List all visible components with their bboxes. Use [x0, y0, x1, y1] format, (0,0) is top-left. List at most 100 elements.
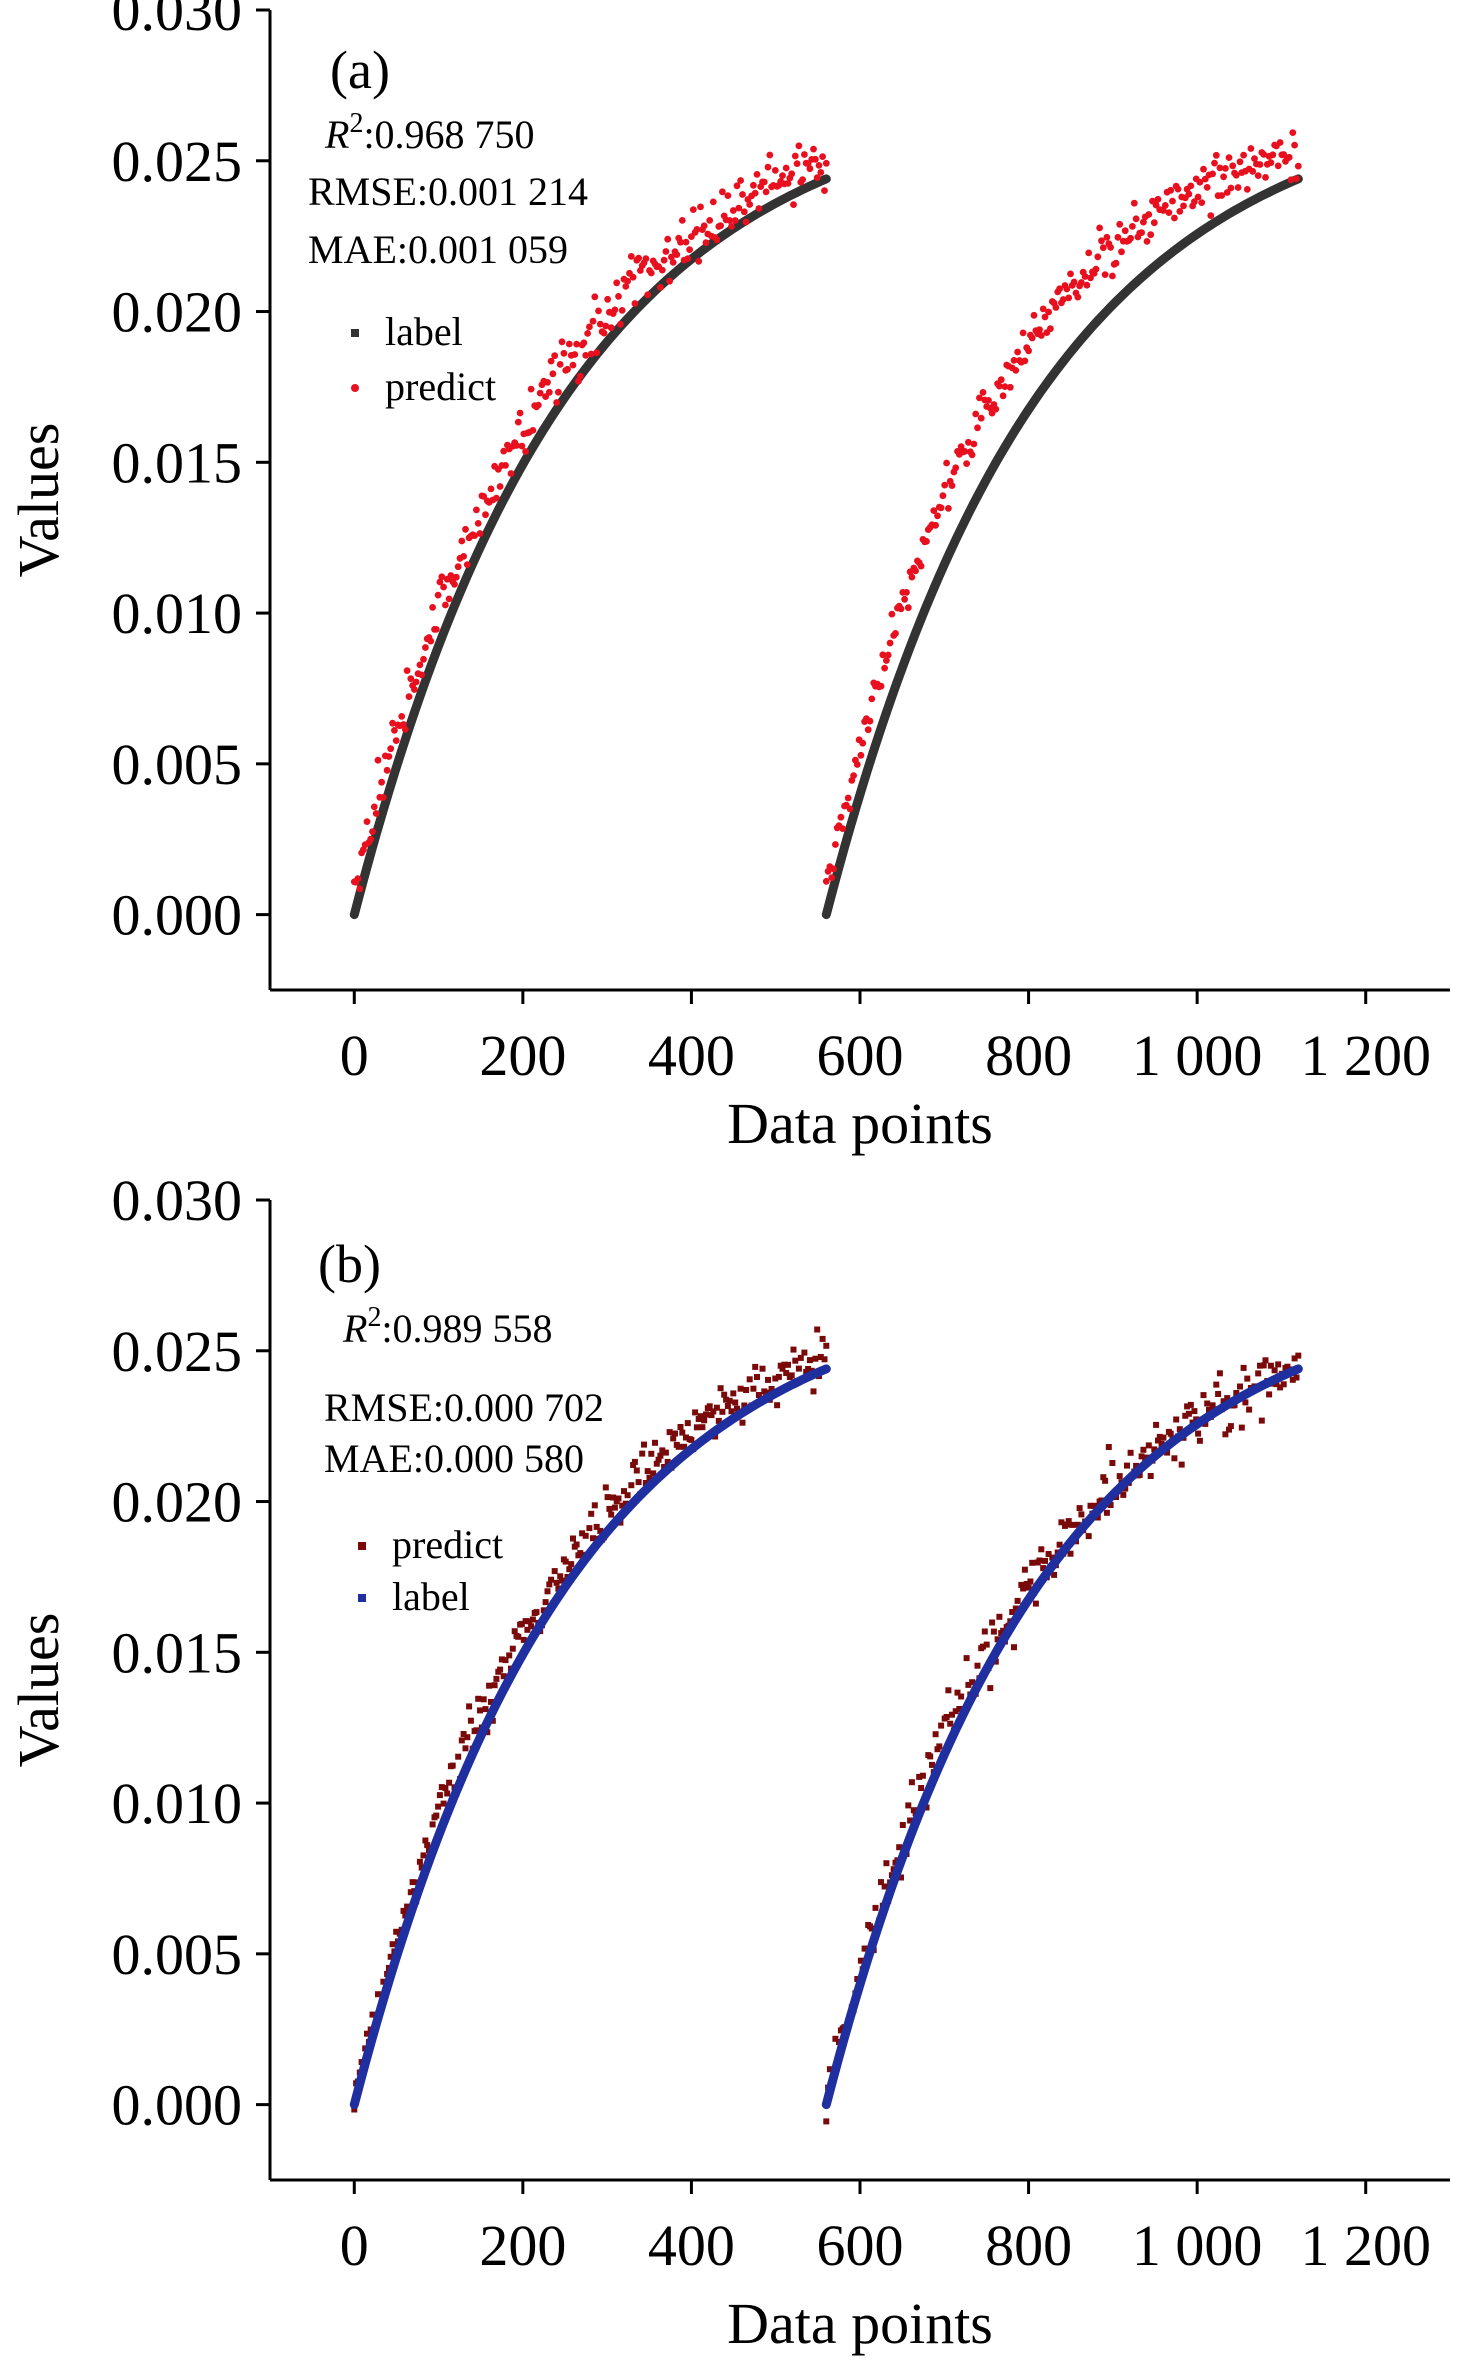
data-point: [912, 567, 919, 575]
data-point: [416, 1858, 423, 1865]
data-point: [1280, 1381, 1287, 1388]
data-point: [750, 181, 757, 189]
data-point: [393, 1928, 400, 1935]
data-point: [884, 651, 892, 659]
data-point: [438, 1784, 445, 1791]
data-point: [624, 277, 631, 285]
data-point: [482, 1706, 489, 1713]
data-point: [496, 483, 504, 490]
data-point: [591, 1502, 598, 1509]
data-point: [729, 207, 737, 214]
data-point: [810, 145, 817, 153]
data-point: [1041, 313, 1049, 321]
data-point: [819, 1335, 826, 1342]
data-point: [1112, 259, 1120, 267]
data-point: [689, 206, 697, 214]
data-point: [1207, 212, 1215, 220]
data-point: [883, 1860, 890, 1867]
data-point: [1014, 348, 1021, 356]
data-point: [1085, 1533, 1092, 1540]
data-point: [608, 1511, 615, 1518]
data-point: [801, 151, 808, 158]
data-point: [907, 1817, 914, 1824]
data-point: [518, 1620, 525, 1627]
data-point: [1058, 1519, 1065, 1526]
data-point: [1147, 231, 1155, 239]
data-point: [1173, 1416, 1180, 1423]
data-point: [943, 1714, 950, 1720]
data-point: [719, 188, 726, 196]
data-point: [1094, 1514, 1101, 1521]
data-point: [715, 1417, 722, 1424]
data-point: [763, 1389, 770, 1396]
data-point: [1152, 201, 1160, 209]
data-point: [627, 253, 635, 260]
data-point: [387, 1953, 394, 1960]
data-point: [821, 1356, 828, 1363]
data-point: [1275, 1361, 1282, 1368]
data-point: [948, 482, 956, 489]
data-point: [364, 2030, 370, 2037]
data-point: [642, 1480, 649, 1486]
data-point: [919, 1772, 926, 1779]
data-point: [1267, 159, 1275, 167]
data-point: [493, 1675, 500, 1682]
data-point: [1240, 1364, 1247, 1371]
data-point: [979, 389, 987, 396]
data-point: [528, 1623, 535, 1630]
data-point: [963, 1655, 970, 1662]
data-point: [418, 1864, 425, 1871]
data-point: [1206, 1406, 1212, 1413]
data-point: [529, 427, 537, 434]
data-point: [615, 293, 622, 300]
data-point: [375, 1991, 381, 1998]
data-point: [354, 875, 362, 883]
data-point: [487, 485, 495, 493]
series-predict: [350, 129, 1302, 893]
metric-rmse: RMSE:0.001 214: [308, 169, 588, 214]
data-point: [1249, 167, 1257, 175]
data-point: [570, 1535, 576, 1542]
data-point: [631, 1458, 638, 1465]
data-point: [579, 1530, 586, 1537]
data-point: [1243, 186, 1251, 193]
metric-superscript: 2: [367, 1302, 381, 1333]
data-point: [566, 1566, 573, 1573]
data-point: [905, 1802, 912, 1809]
data-point: [821, 187, 828, 195]
data-point: [721, 1391, 728, 1398]
data-point: [735, 204, 743, 212]
data-point: [754, 1374, 760, 1380]
data-point: [434, 591, 442, 599]
data-point: [593, 349, 601, 357]
data-point: [1140, 1446, 1147, 1453]
data-point: [602, 1484, 609, 1491]
legend-label: predict: [392, 1522, 503, 1567]
data-point: [733, 182, 741, 190]
data-point: [1256, 161, 1264, 168]
data-point: [564, 365, 571, 373]
data-point: [1267, 1362, 1274, 1369]
data-point: [826, 2066, 833, 2073]
data-point: [1056, 1541, 1063, 1548]
data-point: [708, 1412, 715, 1419]
data-point: [1180, 202, 1187, 210]
data-point: [684, 1420, 691, 1427]
data-point: [657, 284, 664, 291]
data-point: [791, 152, 799, 160]
data-point: [1200, 165, 1207, 173]
data-point: [1260, 1362, 1267, 1369]
data-point: [868, 695, 876, 703]
data-point: [853, 761, 861, 768]
x-tick-label: 0: [340, 2213, 369, 2278]
data-point: [1220, 1398, 1227, 1405]
data-point: [577, 1550, 584, 1557]
data-point: [679, 1429, 686, 1436]
data-point: [762, 188, 770, 196]
y-tick-label: 0.000: [112, 883, 243, 948]
data-point: [706, 1403, 713, 1410]
data-point: [392, 737, 400, 744]
data-point: [486, 1682, 493, 1689]
x-tick-label: 200: [479, 2213, 566, 2278]
data-point: [657, 1452, 664, 1459]
